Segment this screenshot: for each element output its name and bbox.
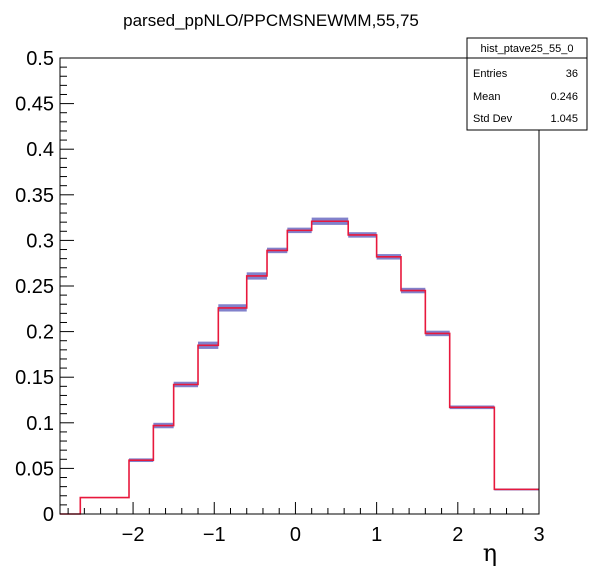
x-tick-label: −1 [203,524,226,546]
stats-box-title: hist_ptave25_55_0 [481,43,574,55]
stats-box: hist_ptave25_55_0 Entries 36 Mean 0.246 … [466,37,588,131]
x-tick-label: 0 [290,524,301,546]
stats-mean-value: 0.246 [550,91,578,103]
stats-stddev-label: Std Dev [473,113,513,125]
y-tick-label: 0.2 [26,322,54,344]
x-axis-label: η [483,539,497,567]
y-tick-label: 0.5 [26,48,54,70]
stats-box-frame [466,37,588,131]
y-tick-label: 0.15 [15,367,54,389]
x-tick-label: 1 [371,524,382,546]
chart-title: parsed_ppNLO/PPCMSNEWMM,55,75 [123,11,419,30]
y-tick-label: 0.05 [15,458,54,480]
x-axis-ticks: −2 −1 0 1 2 3 [67,502,545,546]
y-tick-label: 0.4 [26,139,54,161]
y-tick-label: 0.25 [15,276,54,298]
y-axis-ticks: 0 0.05 0.1 0.15 0.2 0.25 0.3 0.35 0.4 0.45 0.5 [15,48,74,526]
y-tick-label: 0.1 [26,413,54,435]
histogram-series-line [60,220,539,515]
x-tick-label: 3 [533,524,544,546]
error-bands [129,217,539,491]
y-tick-label: 0 [43,504,54,526]
stats-stddev-value: 1.045 [550,113,578,125]
y-tick-label: 0.35 [15,185,54,207]
stats-entries-value: 36 [566,68,578,80]
y-tick-label: 0.3 [26,230,54,252]
x-tick-label: 2 [452,524,463,546]
stats-mean-label: Mean [473,91,501,103]
x-tick-label: −2 [122,524,145,546]
y-tick-label: 0.45 [15,94,54,116]
stats-entries-label: Entries [473,68,508,80]
